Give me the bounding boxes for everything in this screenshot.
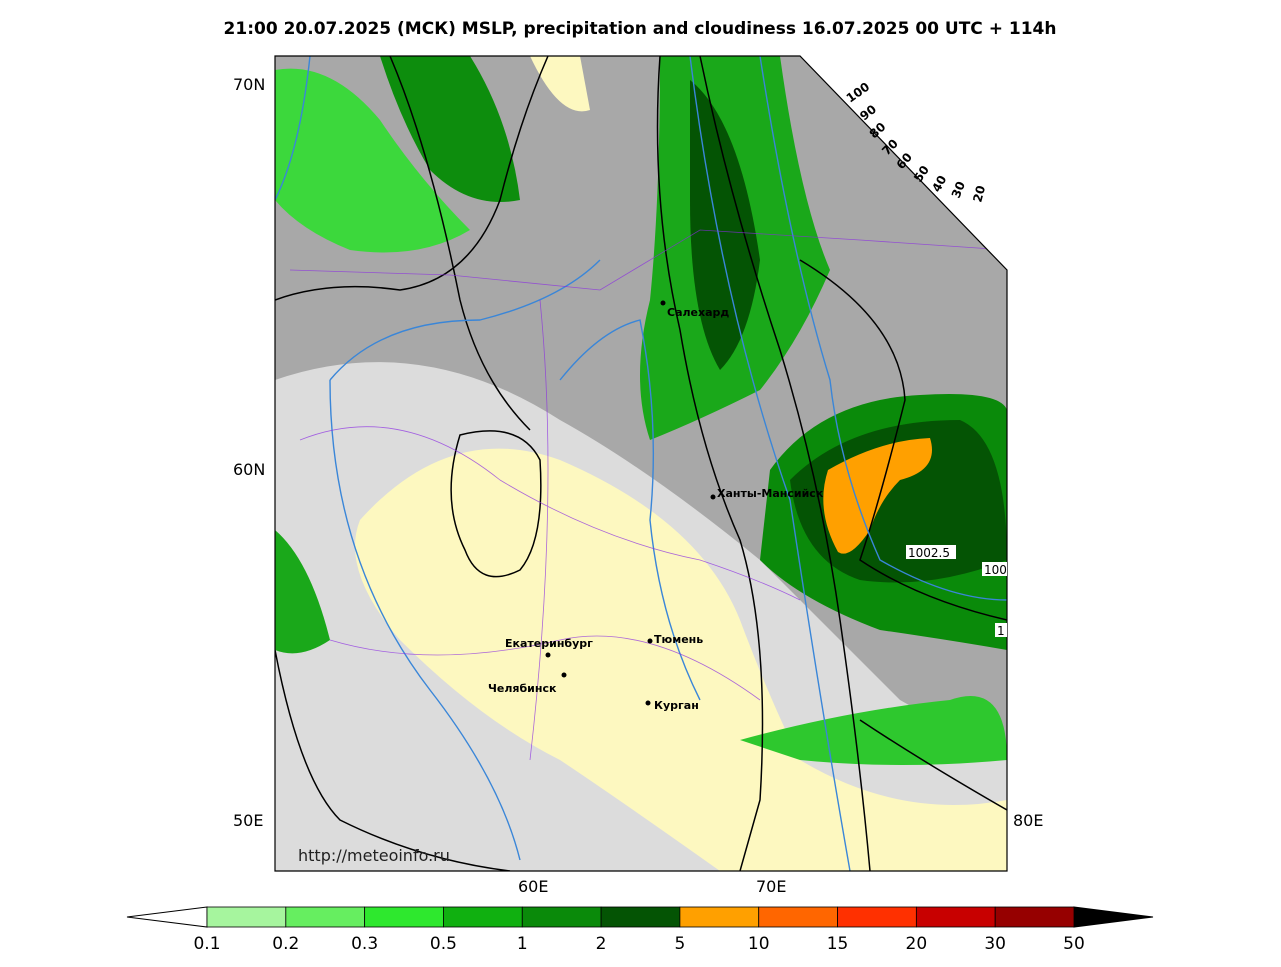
city-dot [710, 494, 716, 500]
clear-sky [530, 56, 590, 112]
city-dot [545, 652, 551, 658]
isobar-label: 1 [997, 624, 1005, 638]
colorbar-label: 1 [517, 934, 528, 954]
city-label: Екатеринбург [505, 637, 593, 650]
isobar-label: 1002.5 [908, 546, 950, 560]
colorbar-segment [837, 906, 917, 928]
colorbar: 0.1 0.2 0.3 0.5 1 2 5 10 15 20 30 50 [126, 906, 1154, 954]
colorbar-label: 2 [596, 934, 607, 954]
lon-label: 50E [233, 811, 263, 830]
colorbar-segment [758, 906, 838, 928]
colorbar-label: 0.1 [193, 934, 220, 954]
city-dot [645, 700, 651, 706]
colorbar-label: 0.5 [430, 934, 457, 954]
isotherms [275, 56, 1007, 871]
city-dot [561, 672, 567, 678]
lon-label: 70E [756, 877, 786, 896]
title: 21:00 20.07.2025 (МСК) MSLP, precipitati… [224, 19, 1057, 39]
precip [380, 56, 520, 202]
precip [740, 696, 1007, 765]
lon-label: 80E [1013, 811, 1043, 830]
city-label: Тюмень [654, 633, 703, 646]
colorbar-segment [679, 906, 760, 928]
precip [823, 438, 932, 554]
label-bg [982, 562, 1007, 576]
colorbar-segment [915, 906, 996, 928]
isobar-label: 100 [984, 563, 1007, 577]
cloud-scale-label: 30 [949, 179, 968, 200]
isobars [275, 56, 1007, 871]
label-bg [906, 545, 956, 559]
colorbar-segment [600, 906, 681, 928]
colorbar-segment [364, 906, 444, 928]
cities: Салехард Ханты-Мансийск Екатеринбург Тюм… [488, 300, 824, 712]
colorbar-label: 0.3 [351, 934, 378, 954]
colorbar-label: 10 [748, 934, 770, 954]
cloud-scale-label: 20 [970, 184, 988, 204]
precip [690, 80, 760, 370]
colorbar-segment [443, 906, 523, 928]
map [275, 56, 1007, 871]
city-label: Челябинск [488, 682, 557, 695]
lon-label: 60E [518, 877, 548, 896]
colorbar-label: 5 [674, 934, 685, 954]
colorbar-segment [206, 906, 287, 928]
url: http://meteoinfo.ru [298, 846, 450, 865]
lat-label: 70N [233, 75, 265, 94]
colorbar-label: 20 [906, 934, 928, 954]
lat-label: 60N [233, 460, 265, 479]
city-label: Ханты-Мансийск [717, 487, 824, 500]
cloud-scale-label: 40 [929, 173, 949, 194]
colorbar-label: 50 [1063, 934, 1085, 954]
city-label: Курган [654, 699, 699, 712]
colorbar-label: 30 [984, 934, 1006, 954]
city-label: Салехард [667, 306, 729, 319]
colorbar-segment [285, 906, 366, 928]
colorbar-label: 0.2 [272, 934, 299, 954]
city-dot [647, 638, 653, 644]
precip [275, 68, 470, 253]
colorbar-segment [521, 906, 602, 928]
colorbar-extend-low [126, 906, 208, 928]
clear-sky [355, 448, 1007, 871]
colorbar-segment [994, 906, 1075, 928]
isobar-labels: 1002.5 100 1 [906, 545, 1007, 638]
borders [289, 229, 1007, 761]
colorbar-label: 15 [827, 934, 849, 954]
colorbar-extend-high [1073, 906, 1154, 928]
precip [275, 530, 330, 654]
city-dot [660, 300, 666, 306]
label-bg [995, 623, 1007, 637]
cloud-scale-label: 100 [844, 80, 873, 106]
